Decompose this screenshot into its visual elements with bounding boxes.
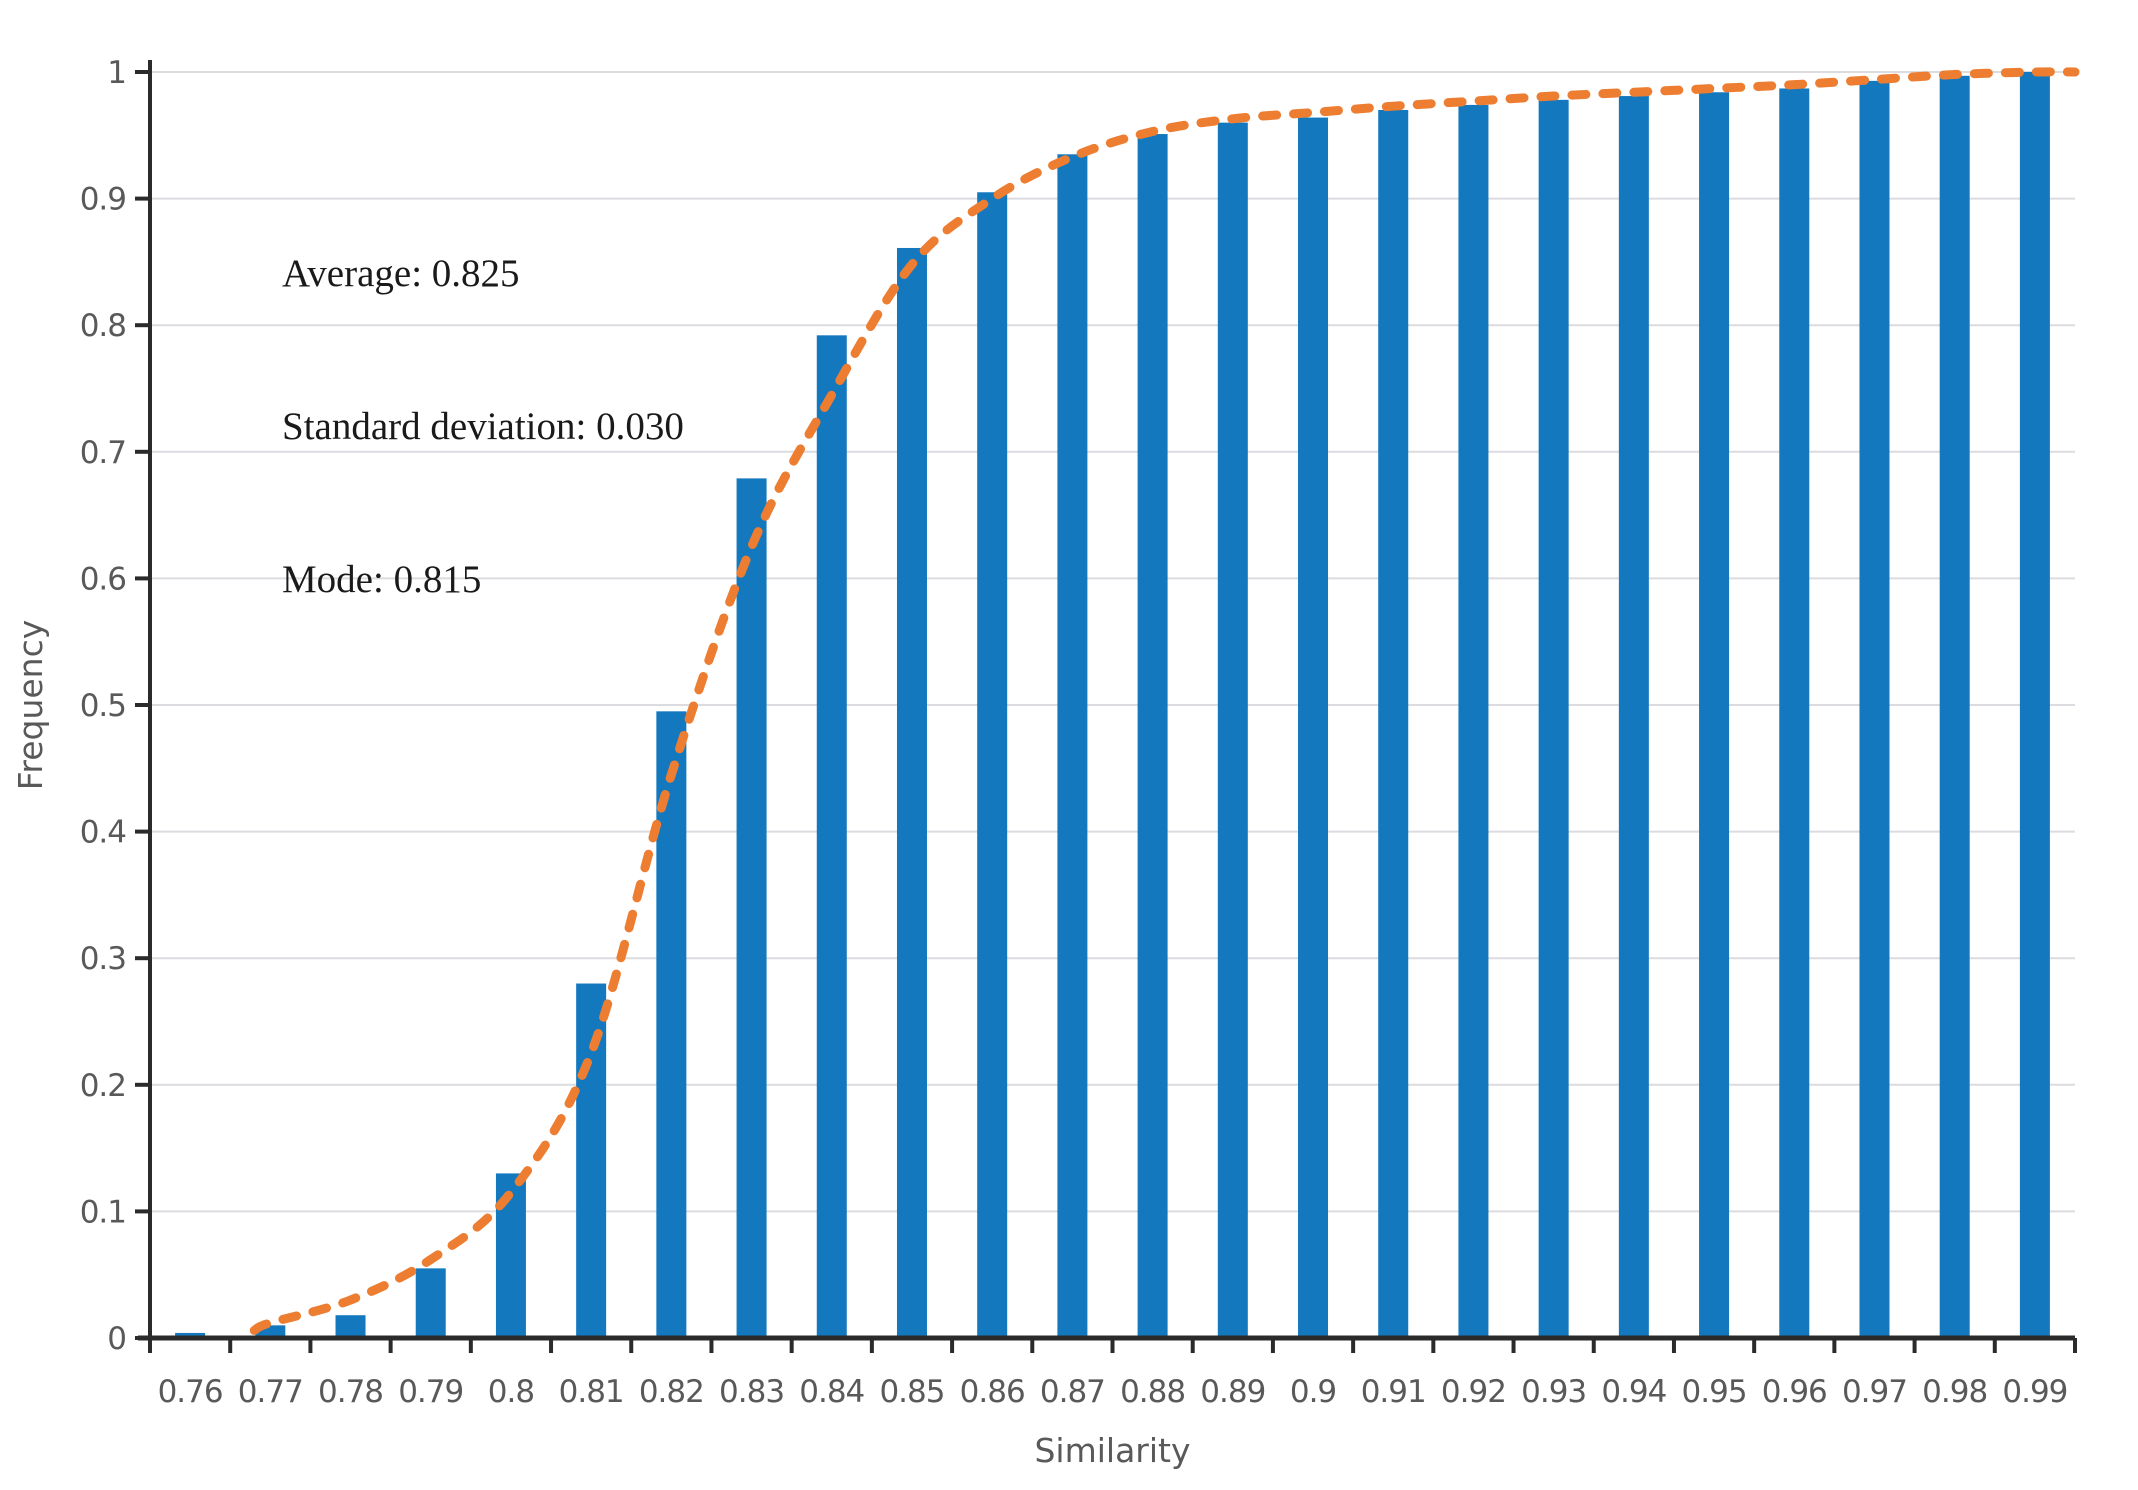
x-tick-label: 0.87 [1040,1374,1105,1410]
bar-0.82 [656,711,687,1338]
annotation-stddev: Standard deviation: 0.030 [282,405,684,448]
bar-0.79 [415,1268,446,1338]
annotation-mode: Mode: 0.815 [282,558,482,601]
x-tick-label: 0.89 [1200,1374,1265,1410]
x-tick-label: 0.79 [398,1374,463,1410]
y-tick-label: 0.1 [80,1194,126,1230]
x-tick-label: 0.9 [1290,1374,1336,1410]
bar-0.83 [736,478,767,1338]
bar-0.93 [1538,99,1569,1338]
bar-0.98 [1939,75,1970,1339]
x-tick-label: 0.94 [1601,1374,1666,1410]
x-axis-title: Similarity [1034,1431,1190,1470]
y-tick-label: 0.4 [80,815,126,851]
bar-0.96 [1779,88,1810,1338]
bar-0.92 [1458,104,1489,1338]
x-tick-label: 0.8 [488,1374,534,1410]
bar-0.76 [175,1332,206,1338]
bar-0.88 [1137,134,1168,1339]
y-tick-label: 0 [107,1321,126,1357]
x-tick-label: 0.98 [1922,1374,1987,1410]
bar-0.94 [1618,96,1649,1339]
y-tick-label: 0.7 [80,435,126,471]
x-tick-label: 0.88 [1120,1374,1185,1410]
bar-0.95 [1699,92,1730,1339]
x-tick-label: 0.83 [719,1374,784,1410]
bar-0.9 [1298,117,1329,1338]
bar-0.89 [1217,122,1248,1338]
y-tick-label: 0.8 [80,308,126,344]
x-tick-label: 0.95 [1682,1374,1747,1410]
x-tick-label: 0.92 [1441,1374,1506,1410]
x-tick-label: 0.77 [238,1374,303,1410]
x-tick-label: 0.97 [1842,1374,1907,1410]
annotation-average: Average: 0.825 [282,252,520,295]
y-axis-title: Frequency [11,620,50,790]
x-tick-label: 0.81 [559,1374,624,1410]
x-tick-label: 0.93 [1521,1374,1586,1410]
y-tick-label: 0.5 [80,688,126,724]
x-tick-label: 0.82 [639,1374,704,1410]
bar-0.84 [816,335,847,1338]
bar-0.91 [1378,109,1409,1339]
stats-annotation: Average: 0.825 Standard deviation: 0.030… [282,146,684,707]
y-tick-label: 0.2 [80,1068,126,1104]
x-tick-label: 0.84 [799,1374,864,1410]
x-tick-label: 0.86 [960,1374,1025,1410]
y-tick-label: 0.6 [80,561,126,597]
bar-0.97 [1859,80,1890,1338]
x-tick-label: 0.85 [879,1374,944,1410]
y-tick-label: 1 [107,55,126,91]
y-tick-label: 0.3 [80,941,126,977]
bar-0.87 [1057,154,1088,1338]
fitted-curve [249,67,2080,1335]
x-tick-label: 0.96 [1762,1374,1827,1410]
x-tick-label: 0.91 [1361,1374,1426,1410]
bar-0.85 [896,247,927,1338]
x-tick-label: 0.76 [158,1374,223,1410]
x-tick-label: 0.99 [2002,1374,2067,1410]
y-tick-label: 0.9 [80,182,126,218]
bar-0.86 [977,192,1008,1338]
bar-0.78 [335,1315,366,1338]
x-tick-label: 0.78 [318,1374,383,1410]
bar-0.99 [2019,72,2050,1338]
